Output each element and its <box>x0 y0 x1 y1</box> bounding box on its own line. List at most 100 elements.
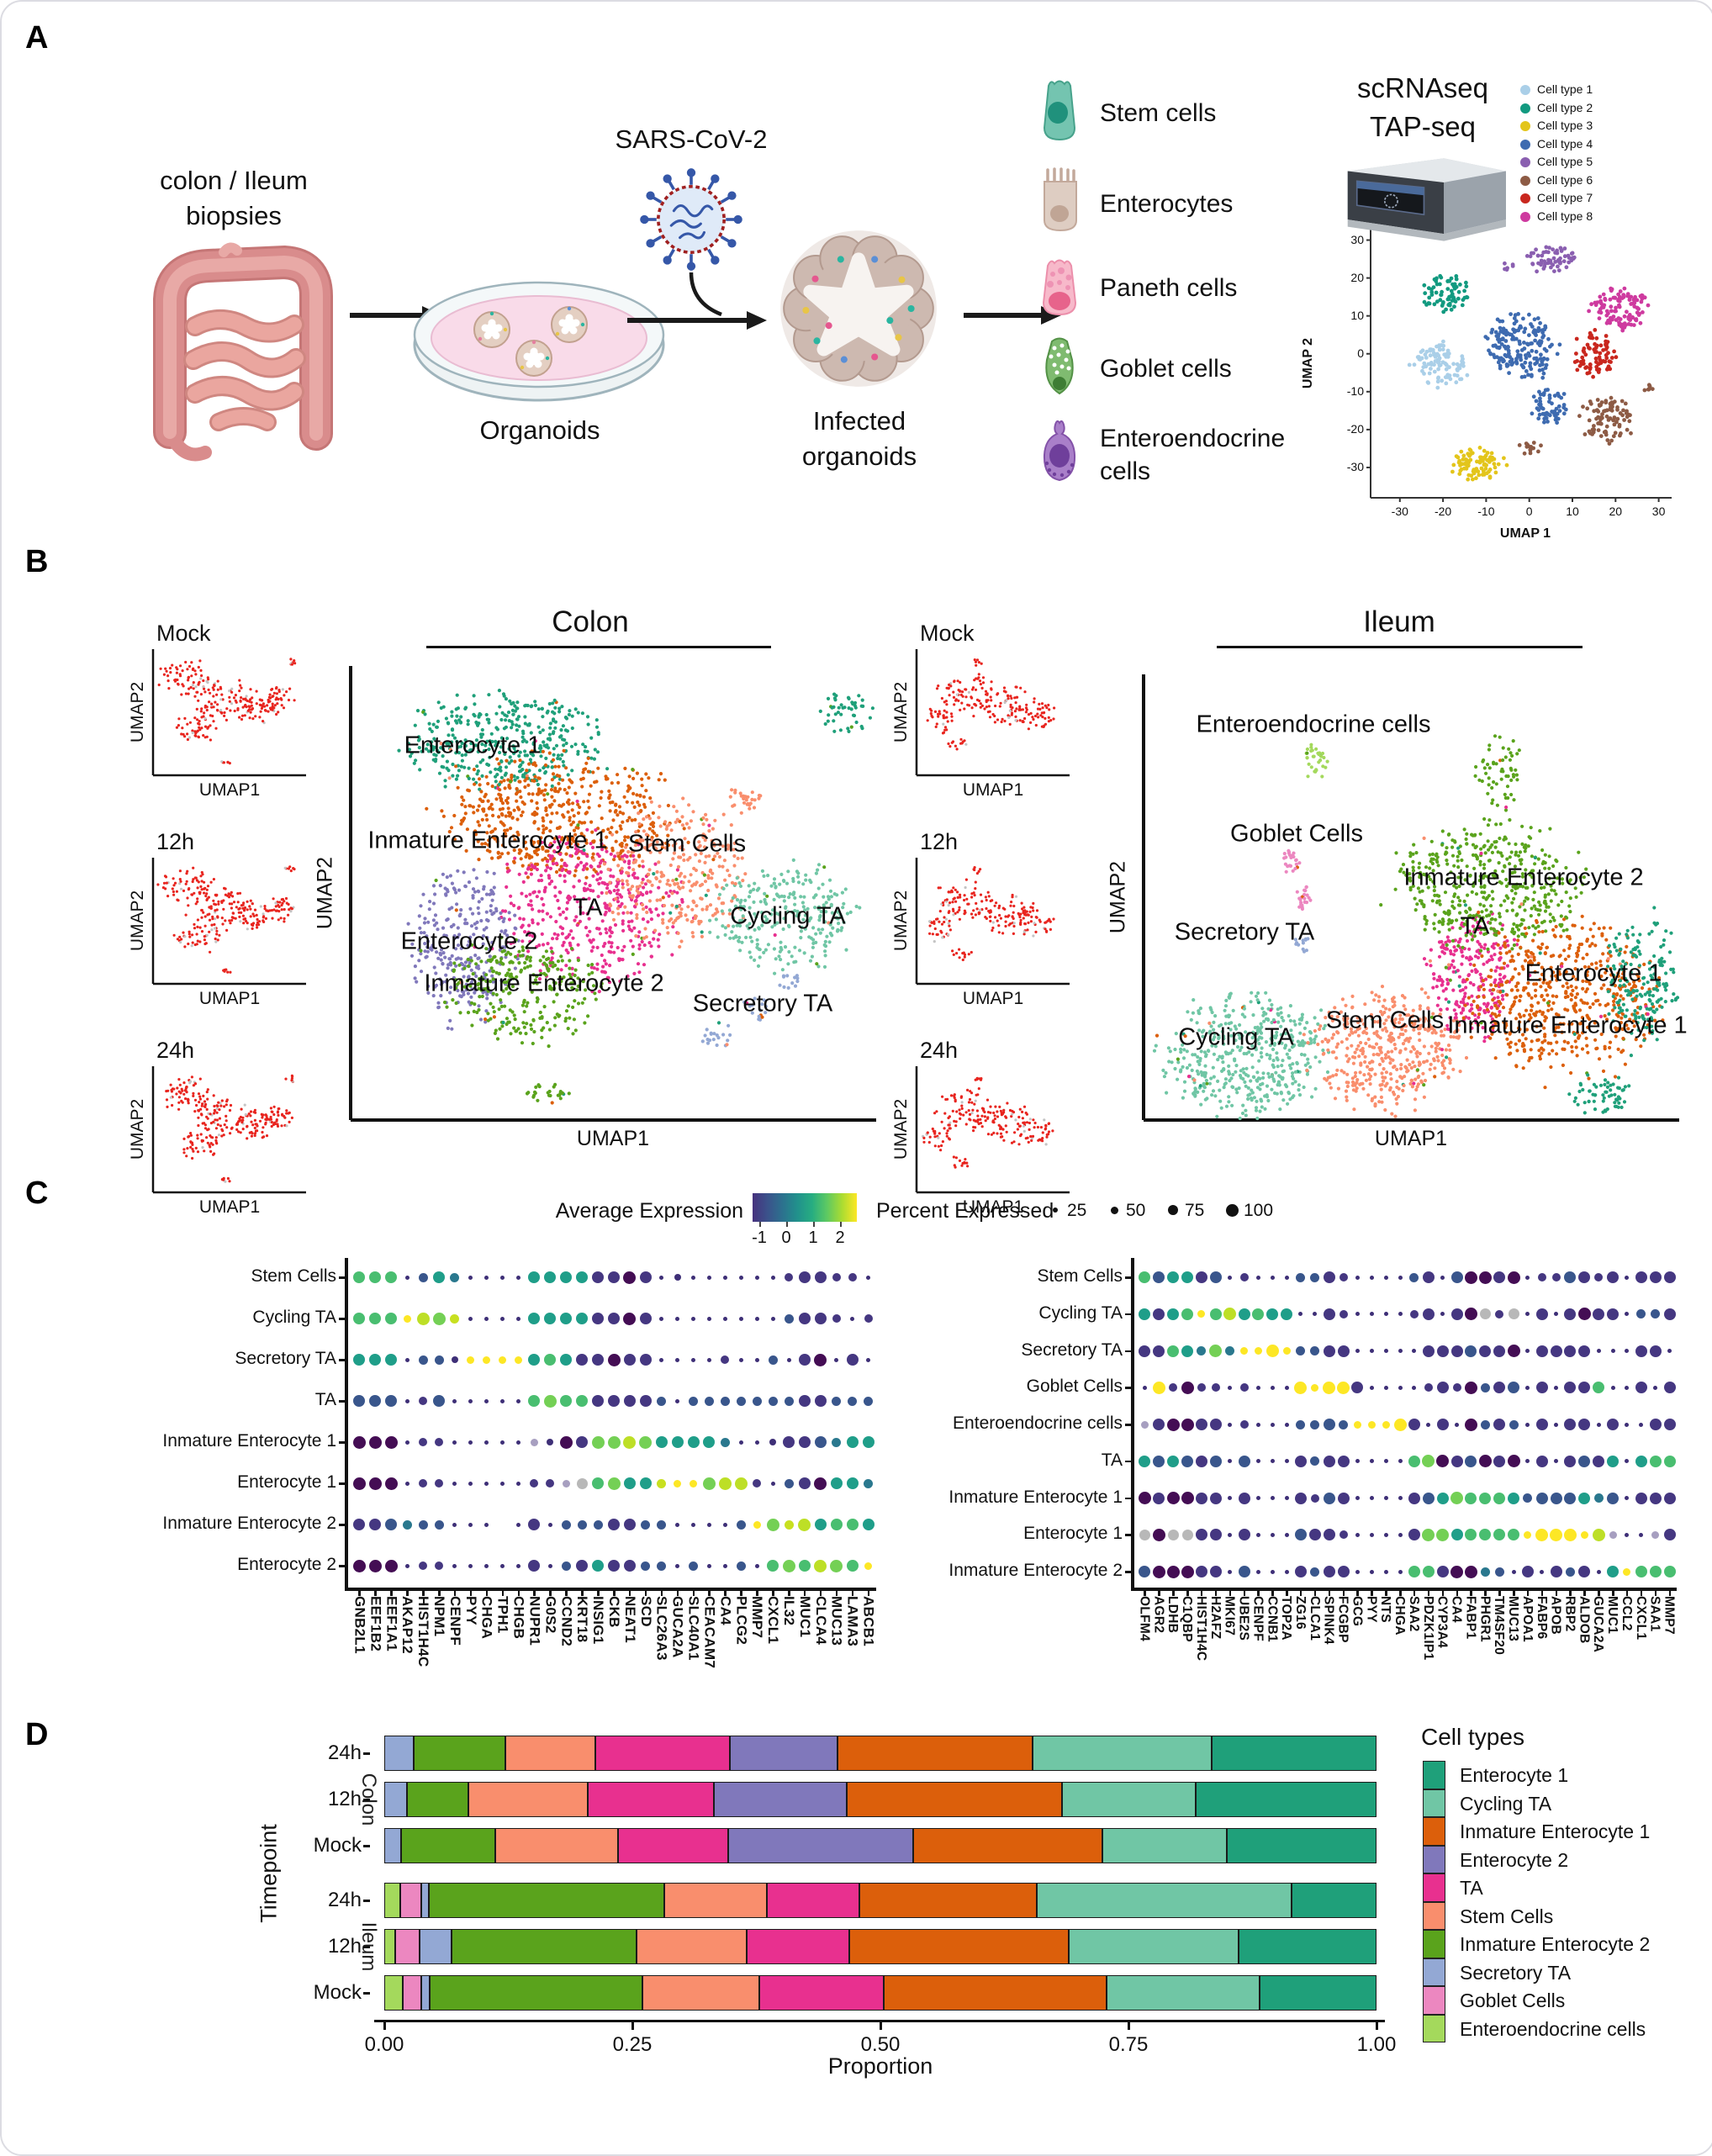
gene-axis-label: NTS <box>1377 1596 1392 1623</box>
dotplot-dot <box>737 1397 746 1406</box>
dotplot-dot <box>1384 1533 1388 1537</box>
dotplot-dot <box>500 1317 505 1321</box>
dotplot-dot <box>657 1562 666 1571</box>
dotplot-dot <box>1271 1570 1275 1574</box>
dotplot-dot <box>1285 1496 1289 1500</box>
dotplot-dot <box>1479 1345 1491 1357</box>
gene-axis-label: MKI67 <box>1222 1596 1237 1635</box>
proportion-tick-label: 1.00 <box>1339 2033 1414 2057</box>
dotplot-dot <box>1554 1386 1558 1390</box>
dotplot-dot <box>767 1560 779 1572</box>
dotplot-dot <box>707 1523 711 1527</box>
dotplot-dot <box>452 1356 458 1363</box>
bar-segment <box>1227 1828 1376 1863</box>
dotplot-dot <box>1509 1308 1519 1319</box>
dotplot-dot <box>1525 1276 1530 1280</box>
cluster-annotation: Enteroendocrine cells <box>1197 711 1431 739</box>
dotplot-dot <box>484 1317 489 1321</box>
legend-cell-type-label: Goblet Cells <box>1460 1990 1565 2012</box>
percent-expressed-label: Percent Expressed <box>876 1199 1054 1223</box>
gene-tick <box>390 1590 393 1596</box>
dotplot-dot <box>1181 1566 1194 1578</box>
proportion-tick <box>631 2022 634 2030</box>
dotplot-dot <box>1664 1419 1676 1430</box>
dotplot-dot <box>1239 1308 1250 1320</box>
dotplot-dot <box>689 1397 698 1406</box>
dotplot-dot <box>452 1399 457 1403</box>
dotplot-dot <box>608 1436 621 1449</box>
dotplot-dot <box>832 1438 841 1447</box>
dotplot-dot <box>385 1560 398 1572</box>
dotplot-dot <box>1285 1533 1289 1537</box>
bar-segment <box>403 1975 420 2011</box>
dotplot-dot <box>1256 1276 1260 1280</box>
dotplot-dot <box>1339 1530 1348 1539</box>
bar-segment <box>384 1828 401 1863</box>
dotplot-dot <box>1196 1271 1207 1283</box>
dotplot-dot <box>785 1479 794 1488</box>
gene-axis-label: HIST1H4C <box>415 1596 431 1667</box>
dotplot-dot <box>1271 1459 1275 1463</box>
dotplot-dot <box>468 1482 473 1486</box>
dotplot-dot <box>691 1276 695 1280</box>
dotplot-dot <box>450 1314 459 1324</box>
mini-umap1-label: UMAP1 <box>917 989 1070 1009</box>
dotplot-dot <box>419 1273 428 1282</box>
row-tick <box>339 1359 345 1361</box>
dotplot-dot <box>419 1355 428 1365</box>
gene-tick <box>1158 1590 1160 1596</box>
cluster-annotation: Inmature Enterocyte 2 <box>1403 864 1643 892</box>
seq-title-line1: scRNAseq <box>1329 69 1517 108</box>
mini-umap2-label: UMAP2 <box>128 1099 148 1160</box>
row-tick <box>1125 1534 1131 1536</box>
dotplot-dot <box>675 1564 679 1568</box>
dotplot-dot <box>1370 1386 1374 1390</box>
legend-swatch <box>1423 1958 1445 1987</box>
dotplot-dot <box>707 1276 711 1280</box>
gene-tick <box>1371 1590 1373 1596</box>
proportion-tick <box>1128 2022 1130 2030</box>
dotplot-dot <box>385 1477 398 1490</box>
dotplot-dot <box>1139 1492 1151 1504</box>
dotplot-dot <box>1143 1386 1147 1390</box>
gene-tick <box>422 1590 425 1596</box>
bar-segment <box>430 1975 642 2011</box>
infected-label-line1: Infected <box>761 404 958 439</box>
gene-tick <box>1144 1590 1146 1596</box>
gene-axis-label: FABP6 <box>1534 1596 1549 1639</box>
dotplot-dot <box>467 1356 474 1364</box>
dotplot-row-label: Secretory TA <box>52 1349 336 1369</box>
dotplot-dot <box>1650 1345 1662 1357</box>
dotplot-dot <box>1295 1456 1307 1467</box>
cell-type-label-paneth: Paneth cells <box>1100 274 1237 303</box>
gene-tick <box>724 1590 727 1596</box>
gene-tick <box>772 1590 774 1596</box>
dotplot-dot <box>1285 1386 1289 1390</box>
row-tick <box>339 1441 345 1444</box>
dotplot-dot <box>624 1395 636 1407</box>
dotplot-dot <box>624 1560 636 1572</box>
gene-tick <box>693 1590 695 1596</box>
dotplot-dot <box>1285 1459 1289 1463</box>
dotplot-dot <box>1650 1456 1662 1467</box>
gene-tick <box>629 1590 631 1596</box>
dotplot-row-label: Inmature Enterocyte 1 <box>870 1488 1123 1508</box>
legend-item-label: Cell type 4 <box>1537 137 1593 151</box>
cluster-annotation: TA <box>1461 913 1490 941</box>
gene-axis-label: MUC13 <box>828 1596 845 1646</box>
axis-tick-label: 0 <box>1513 505 1546 518</box>
dotplot-dot <box>1181 1456 1193 1467</box>
dotplot-dot <box>659 1276 663 1280</box>
dotplot-dot <box>1323 1382 1335 1394</box>
gene-tick <box>1314 1590 1317 1596</box>
bar-segment <box>395 1929 420 1964</box>
dotplot-dot <box>1423 1566 1435 1577</box>
dotplot-dot <box>500 1482 505 1486</box>
gene-tick <box>1215 1590 1218 1596</box>
gene-tick <box>1356 1590 1359 1596</box>
dotplot-dot <box>484 1564 489 1568</box>
dotplot-dot <box>1228 1423 1232 1427</box>
dotplot-dot <box>1536 1382 1548 1393</box>
dotplot-dot <box>468 1564 473 1568</box>
dotplot-dot <box>1607 1566 1619 1577</box>
